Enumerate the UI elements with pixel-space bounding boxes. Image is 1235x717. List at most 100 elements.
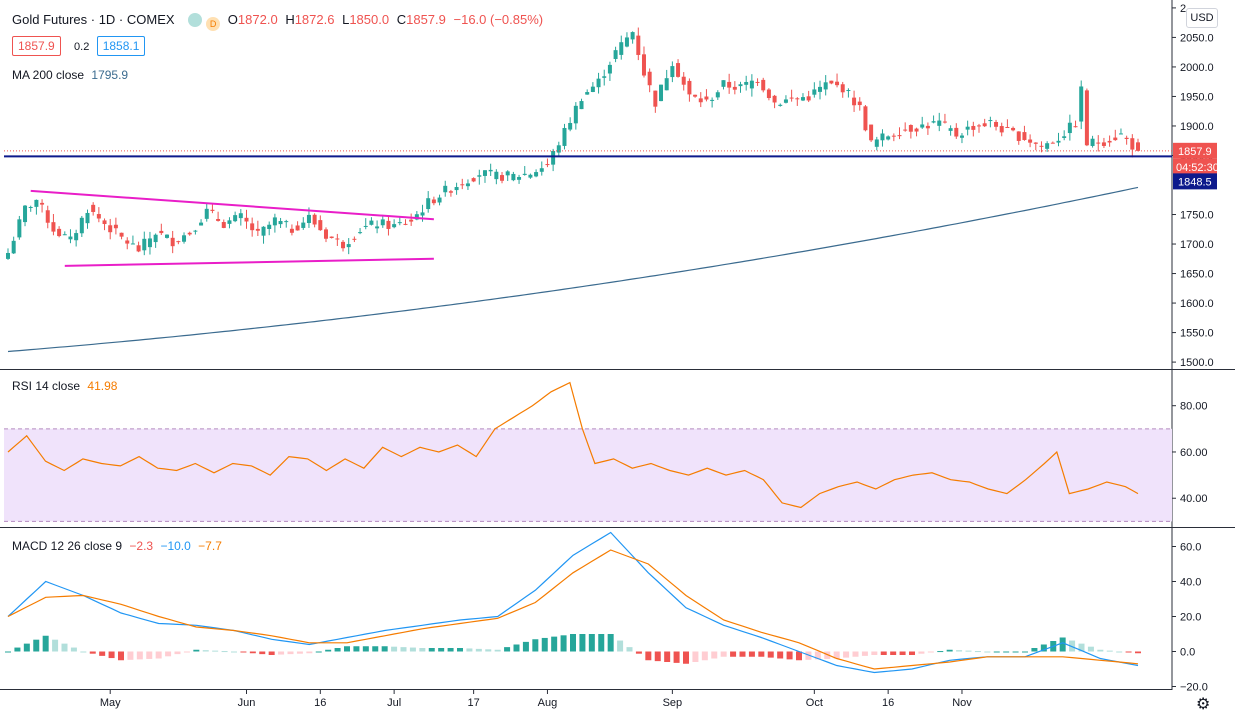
macd-histogram-bar — [739, 651, 746, 657]
macd-histogram-bar — [909, 651, 915, 655]
candle-body — [766, 89, 771, 99]
ma-legend-label: MA 200 close — [12, 68, 85, 82]
last-price-tag-text: 1857.9 — [1178, 146, 1212, 158]
macd-histogram-bar — [956, 650, 963, 652]
candle-body — [670, 66, 675, 78]
symbol-legend: Gold Futures · 1D · COMEX D O1872.0 H187… — [12, 12, 551, 31]
macd-histogram-bar — [664, 651, 671, 662]
sell-button[interactable]: 1857.9 — [12, 36, 61, 56]
candle-body — [244, 217, 249, 222]
macd-histogram-bar — [720, 651, 727, 657]
open-value: 1872.0 — [237, 12, 278, 27]
candle-body — [159, 230, 164, 234]
candle-body — [335, 238, 340, 240]
candle-body — [534, 172, 539, 177]
candle-body — [539, 168, 544, 172]
candle-body — [954, 127, 959, 137]
candle-body — [676, 63, 681, 77]
candle-body — [176, 241, 181, 243]
hline-price-tag — [1173, 173, 1217, 190]
macd-histogram-bar — [748, 651, 755, 657]
candle-body — [959, 135, 964, 138]
candle-body — [477, 175, 482, 177]
macd-histogram-bar — [296, 651, 303, 654]
candle-body — [880, 133, 885, 141]
macd-histogram-bar — [353, 646, 360, 652]
macd-line — [7, 531, 1139, 674]
macd-histogram-bar — [899, 651, 906, 655]
macd-axis-label: 20.0 — [1180, 612, 1201, 624]
candle-body — [624, 37, 629, 47]
candle-body — [715, 92, 720, 98]
rsi-legend[interactable]: RSI 14 close 41.98 — [12, 379, 121, 393]
candle-body — [1045, 143, 1050, 149]
symbol-title[interactable]: Gold Futures · 1D · COMEX — [12, 12, 175, 27]
candle-body — [948, 128, 953, 131]
status-circle-icon[interactable] — [188, 13, 203, 27]
candle-body — [573, 105, 578, 124]
candle-body — [579, 101, 584, 110]
macd-histogram-bar — [504, 647, 511, 652]
candle-body — [79, 217, 84, 234]
candle-body — [45, 210, 50, 223]
macd-histogram-bar — [70, 647, 77, 652]
candle-body — [835, 81, 840, 86]
macd-histogram-bar — [428, 648, 435, 652]
macd-line-value: −10.0 — [160, 539, 191, 553]
macd-axis-label: 0.0 — [1180, 647, 1195, 659]
candle-body — [1136, 142, 1140, 151]
rsi-axis-label: 80.00 — [1180, 401, 1208, 413]
candle-body — [874, 139, 879, 147]
candle-body — [761, 79, 766, 91]
candle-body — [1079, 86, 1084, 122]
macd-histogram-bar — [278, 651, 285, 655]
macd-histogram-bar — [52, 639, 59, 652]
macd-histogram-bar — [23, 643, 30, 652]
candle-body — [528, 174, 533, 178]
candle-body — [482, 170, 487, 176]
candle-body — [664, 78, 669, 91]
macd-histogram-bar — [758, 651, 765, 657]
trade-buttons: 1857.9 0.2 1858.1 — [12, 36, 149, 56]
macd-legend[interactable]: MACD 12 26 close 9 −2.3 −10.0 −7.7 — [12, 539, 226, 553]
delay-circle-icon[interactable]: D — [206, 17, 221, 31]
candle-body — [596, 78, 601, 88]
candle-body — [369, 220, 374, 225]
close-value: 1857.9 — [406, 12, 446, 27]
rsi-axis-label: 60.00 — [1180, 447, 1208, 459]
ma-legend[interactable]: MA 200 close 1795.9 — [12, 68, 132, 82]
candle-body — [431, 199, 436, 204]
gear-icon[interactable]: ⚙ — [1196, 696, 1211, 713]
candle-body — [511, 173, 516, 181]
candle-body — [386, 220, 391, 229]
candle-body — [284, 221, 289, 223]
macd-histogram-bar — [494, 649, 501, 652]
candle-body — [409, 219, 414, 222]
signal-line — [7, 549, 1139, 670]
macd-histogram-bar — [1059, 637, 1066, 652]
candle-body — [852, 97, 857, 106]
macd-histogram-bar — [80, 651, 87, 653]
candle-body — [806, 96, 811, 101]
candle-body — [857, 101, 862, 106]
macd-histogram-bar — [617, 640, 624, 652]
macd-histogram-bar — [174, 651, 181, 655]
macd-histogram-bar — [315, 651, 322, 653]
currency-button[interactable]: USD — [1186, 8, 1218, 28]
macd-histogram-bar — [777, 651, 784, 659]
candle-body — [392, 224, 397, 228]
macd-histogram-bar — [466, 648, 473, 652]
candle-body — [346, 244, 351, 248]
candle-body — [1016, 131, 1021, 141]
buy-button[interactable]: 1858.1 — [96, 36, 146, 56]
macd-histogram-bar — [852, 651, 859, 657]
candle-body — [693, 94, 698, 97]
candle-body — [62, 234, 67, 236]
time-axis-label: Jul — [387, 697, 401, 709]
macd-histogram-bar — [344, 646, 350, 652]
candle-body — [829, 80, 834, 84]
macd-histogram-bar — [861, 651, 868, 656]
macd-histogram-bar — [965, 650, 972, 652]
candle-body — [886, 136, 891, 140]
